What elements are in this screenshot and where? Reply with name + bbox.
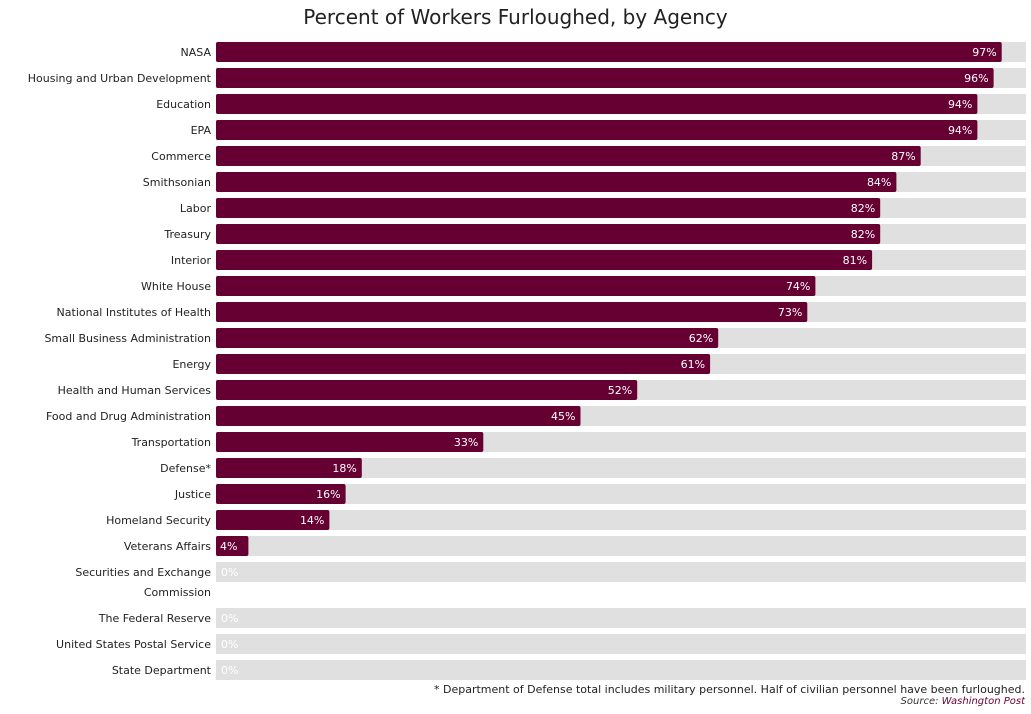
value-label: 0% (221, 638, 238, 651)
value-label: 87% (891, 150, 915, 163)
footnote: * Department of Defense total includes m… (433, 683, 1025, 696)
category-label: Treasury (163, 228, 211, 241)
category-label: Small Business Administration (44, 332, 211, 345)
bar (216, 94, 978, 114)
bar (216, 146, 921, 166)
bar (216, 276, 816, 296)
source-line: Source: Washington Post (901, 696, 1025, 707)
category-label: White House (141, 280, 211, 293)
value-label: 96% (964, 72, 988, 85)
value-label: 73% (778, 306, 802, 319)
bar (216, 198, 881, 218)
bar (216, 484, 346, 504)
category-label: National Institutes of Health (57, 306, 211, 319)
value-label: 33% (454, 436, 478, 449)
value-label: 82% (851, 228, 875, 241)
category-label: Interior (171, 254, 212, 267)
bar (216, 458, 362, 478)
category-label: United States Postal Service (56, 638, 211, 651)
category-label: Homeland Security (106, 514, 211, 527)
category-label: Housing and Urban Development (28, 72, 212, 85)
value-label: 74% (786, 280, 810, 293)
bar (216, 68, 994, 88)
bar (216, 406, 581, 426)
bar-track (216, 536, 1026, 556)
bar (216, 328, 719, 348)
bar-track (216, 458, 1026, 478)
bar-track (216, 562, 1026, 582)
bar (216, 42, 1002, 62)
bar (216, 302, 808, 322)
bar-track (216, 660, 1026, 680)
value-label: 94% (948, 98, 972, 111)
value-label: 52% (608, 384, 632, 397)
bar (216, 432, 484, 452)
value-label: 45% (551, 410, 575, 423)
category-label: The Federal Reserve (98, 612, 211, 625)
value-label: 62% (689, 332, 713, 345)
value-label: 81% (843, 254, 867, 267)
category-label: Securities and Exchange Commission (75, 566, 211, 599)
source-name: Washington Post (941, 696, 1025, 707)
value-label: 0% (221, 664, 238, 677)
source-prefix: Source: (900, 696, 942, 707)
bar (216, 536, 249, 556)
bar (216, 354, 711, 374)
category-label: Transportation (131, 436, 211, 449)
category-label: EPA (191, 124, 212, 137)
bar-track (216, 510, 1026, 530)
value-label: 0% (221, 612, 238, 625)
category-label: Education (156, 98, 211, 111)
value-label: 0% (221, 566, 238, 579)
category-label: Veterans Affairs (124, 540, 211, 553)
category-label: Food and Drug Administration (46, 410, 211, 423)
category-label: Smithsonian (143, 176, 211, 189)
bar (216, 224, 881, 244)
chart-title: Percent of Workers Furloughed, by Agency (303, 5, 728, 29)
bar (216, 250, 873, 270)
value-label: 97% (972, 46, 996, 59)
category-label: State Department (112, 664, 212, 677)
category-label: Commerce (151, 150, 211, 163)
bar (216, 380, 638, 400)
category-label: Energy (172, 358, 211, 371)
bar-track (216, 484, 1026, 504)
value-label: 14% (300, 514, 324, 527)
bar (216, 510, 330, 530)
bar (216, 172, 897, 192)
value-label: 18% (332, 462, 356, 475)
category-label: Health and Human Services (58, 384, 212, 397)
category-label: NASA (181, 46, 212, 59)
value-label: 4% (220, 540, 237, 553)
category-label: Justice (174, 488, 211, 501)
category-label: Labor (180, 202, 212, 215)
value-label: 61% (681, 358, 705, 371)
category-label: Defense* (160, 462, 211, 475)
bar-track (216, 608, 1026, 628)
value-label: 84% (867, 176, 891, 189)
value-label: 94% (948, 124, 972, 137)
value-label: 16% (316, 488, 340, 501)
bar-track (216, 634, 1026, 654)
bar (216, 120, 978, 140)
value-label: 82% (851, 202, 875, 215)
